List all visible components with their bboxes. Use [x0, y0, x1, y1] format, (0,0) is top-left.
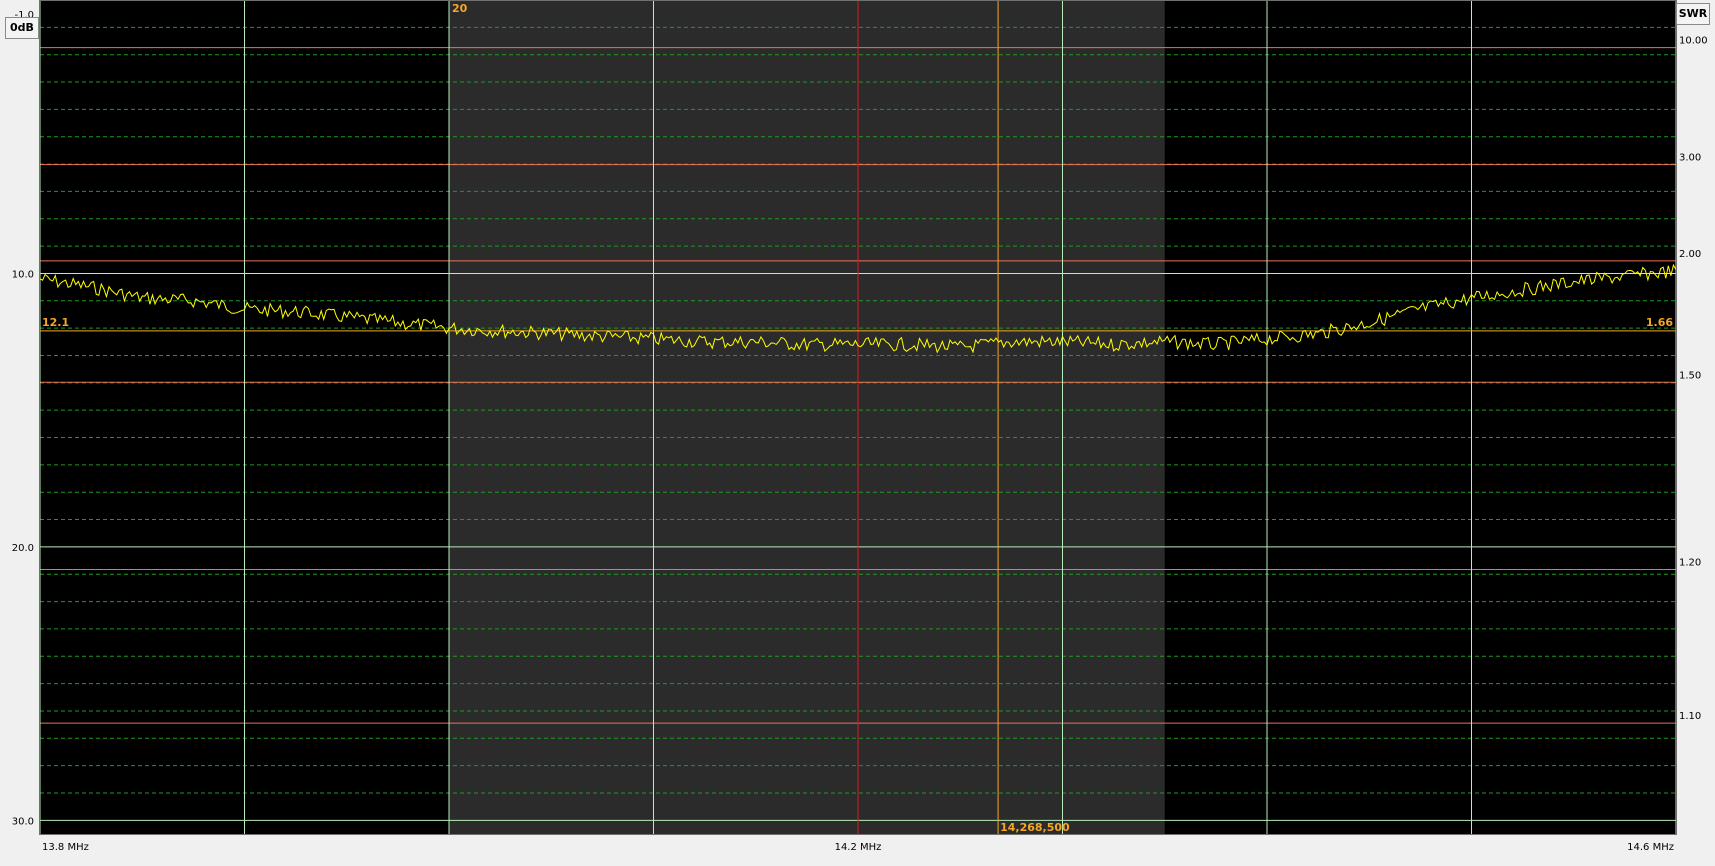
return-loss-trace	[39, 263, 1677, 354]
left-axis-tick-label: 30.0	[12, 816, 34, 827]
reference-left-label: 12.1	[42, 316, 69, 329]
band-label: 20	[452, 2, 468, 15]
right-axis-tick-label: 2.00	[1679, 249, 1701, 260]
right-axis-tick-label: 1.10	[1679, 711, 1701, 722]
left-axis-top-label: -1.0	[14, 10, 34, 21]
cursor-frequency-label: 14,268,500	[1000, 821, 1070, 834]
plot-frame	[39, 0, 1677, 835]
right-axis-tick-label: 1.50	[1679, 370, 1701, 381]
x-axis-tick-label: 13.8 MHz	[42, 842, 89, 853]
left-axis-tick-label: 20.0	[12, 543, 34, 554]
band-region	[449, 0, 1165, 834]
right-axis-tick-label: 1.20	[1679, 558, 1701, 569]
left-axis-tick-label: 10.0	[12, 269, 34, 280]
x-axis-tick-label: 14.6 MHz	[1627, 842, 1674, 853]
reference-swr-label: 1.66	[1646, 316, 1673, 329]
right-axis-tick-label: 3.00	[1679, 153, 1701, 164]
x-axis-tick-label: 14.2 MHz	[835, 842, 882, 853]
left-axis-unit-label: 0dB	[5, 17, 39, 39]
right-axis-tick-label: 10.00	[1679, 36, 1708, 47]
right-axis-unit-label: SWR	[1676, 3, 1710, 25]
